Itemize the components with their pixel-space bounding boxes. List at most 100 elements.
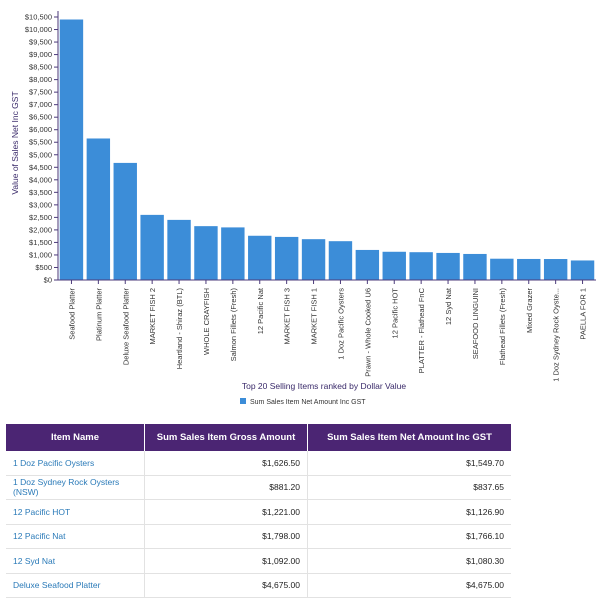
y-axis-title: Value of Sales Net Inc GST [10,91,20,194]
x-axis: Seafood Platter Platinum Platter Deluxe Se… [58,279,596,382]
bar[interactable] [113,162,137,280]
x-tick-label: 12 Pacific Nat [256,287,265,334]
y-tick-label: $500 [35,263,52,272]
x-tick-label: Heartland - Shiraz (BTL) [175,288,184,370]
bar[interactable] [248,235,272,280]
legend[interactable]: Sum Sales Item Net Amount Inc GST [240,398,366,406]
bar[interactable] [86,138,111,280]
y-tick-label: $8,000 [29,75,52,84]
y-tick-label: $5,500 [29,138,52,147]
gross-amount-cell: $1,221.00 [144,499,308,525]
bar[interactable] [543,259,568,280]
item-name-link[interactable]: 12 Syd Nat [6,548,145,574]
bar[interactable] [194,226,218,280]
item-name-link[interactable]: 12 Pacific HOT [6,499,145,525]
bar[interactable] [140,214,164,280]
x-tick-label: Prawn - Whole Cooked U6 [363,288,372,377]
item-name-link[interactable]: Deluxe Seafood Platter [6,573,145,598]
bar[interactable] [490,258,514,280]
net-amount-cell: $4,675.00 [307,573,511,598]
bar[interactable] [328,241,353,280]
y-tick-label: $10,000 [25,25,52,34]
x-tick-label: PLATTER - Flathead FnC [417,287,426,373]
chart-title: Top 20 Selling Items ranked by Dollar Va… [242,381,407,391]
table-row: 12 Pacific HOT $1,221.00 $1,126.90 [6,499,511,525]
bar[interactable] [221,227,245,280]
table-row: 12 Syd Nat $1,092.00 $1,080.30 [6,548,511,574]
x-tick-label: MARKET FISH 1 [310,288,319,345]
bar[interactable] [409,252,433,280]
x-tick-label: Seafood Platter [67,287,76,339]
x-tick-label: Platinum Platter [94,288,103,341]
legend-swatch [240,398,246,404]
gross-amount-cell: $1,798.00 [144,524,308,549]
bar[interactable] [382,251,406,280]
table-row: 1 Doz Sydney Rock Oysters (NSW) $881.20 … [6,475,511,500]
x-tick-label: MARKET FISH 2 [148,288,157,345]
x-tick-label: WHOLE CRAYFISH [202,288,211,355]
bar[interactable] [301,239,326,280]
y-tick-label: $3,500 [29,188,52,197]
table-row: Deluxe Seafood Platter $4,675.00 $4,675.… [6,573,511,598]
y-tick-label: $3,000 [29,200,52,209]
y-tick-label: $2,000 [29,225,52,234]
bar[interactable] [570,260,595,280]
column-header-item-name[interactable]: Item Name [6,424,145,451]
x-tick-label: Salmon Fillets (Fresh) [229,288,238,362]
bar[interactable] [274,236,299,280]
table-header-row: Item Name Sum Sales Item Gross Amount Su… [6,424,511,451]
net-amount-cell: $1,549.70 [307,451,511,476]
bar-chart: $0 $500 $1,000 $1,500 $2,000 $2,500 $3,000 $3,5… [10,11,596,406]
x-tick-label: 12 Syd Nat [444,287,453,325]
gross-amount-cell: $1,092.00 [144,548,308,574]
bar[interactable] [463,253,487,280]
item-name-link[interactable]: 12 Pacific Nat [6,524,145,549]
y-tick-label: $1,000 [29,250,52,259]
y-tick-label: $5,000 [29,150,52,159]
bar[interactable] [517,258,541,280]
y-tick-label: $2,500 [29,213,52,222]
y-tick-label: $7,500 [29,88,52,97]
legend-label: Sum Sales Item Net Amount Inc GST [250,399,366,406]
gross-amount-cell: $1,626.50 [144,451,308,476]
item-name-link[interactable]: 1 Doz Sydney Rock Oysters (NSW) [6,475,145,500]
net-amount-cell: $1,766.10 [307,524,511,549]
y-axis: $0 $500 $1,000 $1,500 $2,000 $2,500 $3,000 $3,5… [25,11,59,285]
bar[interactable] [355,249,380,280]
x-tick-label: MARKET FISH 3 [283,288,292,345]
y-tick-label: $10,500 [25,13,52,22]
bar[interactable] [436,252,460,280]
y-tick-label: $0 [44,276,52,285]
x-tick-label: SEAFOOD LINGUINI [471,288,480,359]
y-tick-label: $1,500 [29,238,52,247]
x-tick-label: 1 Doz Pacific Oysters [336,288,345,360]
x-tick-label: Mixed Grazer [525,288,534,334]
column-header-net-amount[interactable]: Sum Sales Item Net Amount Inc GST [307,424,511,451]
gross-amount-cell: $4,675.00 [144,573,308,598]
y-tick-label: $9,000 [29,50,52,59]
y-tick-label: $4,000 [29,175,52,184]
y-tick-label: $4,500 [29,163,52,172]
data-table: Item Name Sum Sales Item Gross Amount Su… [6,424,511,598]
bars [59,19,595,281]
x-tick-label: 12 Pacific HOT [390,288,399,339]
item-name-link[interactable]: 1 Doz Pacific Oysters [6,451,145,476]
bar[interactable] [59,19,84,281]
x-tick-label: PAELLA FOR 1 [579,288,588,340]
net-amount-cell: $1,080.30 [307,548,511,574]
bar[interactable] [167,219,191,280]
gross-amount-cell: $881.20 [144,475,308,500]
table-row: 1 Doz Pacific Oysters $1,626.50 $1,549.7… [6,451,511,476]
x-tick-label: 1 Doz Sydney Rock Oyste... [552,288,561,382]
column-header-gross-amount[interactable]: Sum Sales Item Gross Amount [144,424,308,451]
y-tick-label: $9,500 [29,38,52,47]
y-tick-label: $7,000 [29,100,52,109]
x-tick-label: Flathead Fillets (Fresh) [498,288,507,366]
y-tick-label: $8,500 [29,63,52,72]
net-amount-cell: $1,126.90 [307,499,511,525]
y-tick-label: $6,500 [29,113,52,122]
x-tick-label: Deluxe Seafood Platter [121,288,130,366]
y-tick-label: $6,000 [29,125,52,134]
table-row: 12 Pacific Nat $1,798.00 $1,766.10 [6,524,511,549]
net-amount-cell: $837.65 [307,475,511,500]
